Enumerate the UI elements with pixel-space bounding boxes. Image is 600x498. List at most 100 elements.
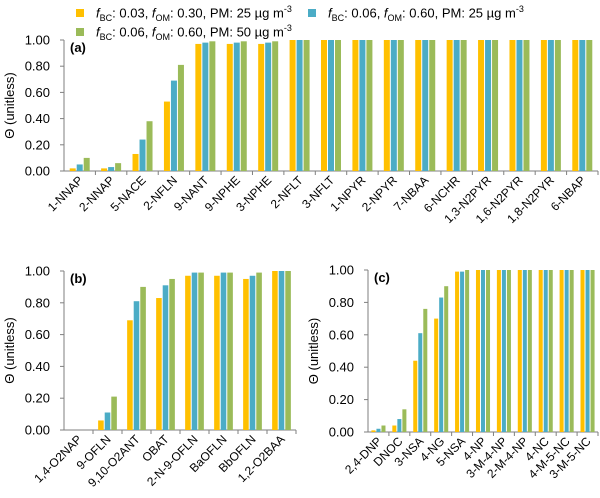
legend-om-value: 0.30 [177, 5, 203, 21]
bar-BaOFLN-series-3 [227, 272, 233, 430]
panel-label: (a) [70, 40, 86, 55]
bar-6-NBAP-series-1 [572, 40, 579, 171]
legend-unit: µg m [254, 5, 284, 21]
bar-6-NBAP-series-2 [579, 40, 586, 171]
bar-4-NC-series-1 [538, 270, 543, 432]
bar-9-NPHE-series-3 [240, 41, 247, 172]
bar-3-NFLT-series-3 [335, 40, 341, 171]
y-tick-label: 0.40 [25, 111, 50, 126]
bar-2,4-DNP-series-1 [371, 430, 376, 432]
bar-2-N-9-OFLN-series-3 [198, 272, 204, 430]
panel-label: (c) [374, 270, 390, 285]
chart-panel-a: 0.000.200.400.600.801.00Θ (unitless)(a)1… [2, 33, 599, 226]
bar-2-N-9-OFLN-series-2 [191, 272, 198, 430]
legend-unit: µg m [254, 24, 284, 40]
bar-1,2-O2BAA-series-3 [285, 271, 291, 430]
chart-panel-c: 0.000.200.400.600.801.00Θ (unitless)(c)2… [306, 263, 599, 481]
bar-6-NCHR-series-3 [460, 40, 467, 171]
bar-5-NSA-series-1 [455, 271, 460, 432]
y-tick-label: 0.60 [25, 327, 50, 342]
x-tick-label: 5-NACE [108, 173, 149, 214]
bar-4-M-5-NC-series-2 [564, 270, 569, 432]
bar-3-M-4-NP-series-2 [501, 270, 506, 432]
bar-4-NP-series-2 [480, 270, 486, 432]
bar-OBAT-series-1 [156, 298, 162, 430]
legend-pm-value: 50 [236, 24, 252, 40]
bar-5-NACE-series-3 [146, 121, 153, 171]
legend-pm-value: 25 [236, 5, 252, 21]
bar-4-M-5-NC-series-3 [569, 270, 574, 432]
y-tick-label: 0.20 [25, 391, 50, 406]
bar-6-NBAP-series-3 [586, 40, 593, 171]
legend-bc-value: 0.06 [351, 5, 377, 21]
y-tick-label: 0.00 [25, 164, 50, 179]
y-axis-title: Θ (unitless) [2, 317, 17, 383]
y-tick-label: 1.00 [329, 263, 354, 278]
bar-DNOC-series-2 [397, 419, 402, 432]
bar-2-N-9-OFLN-series-1 [185, 275, 191, 430]
bar-2-NPYR-series-1 [383, 40, 390, 171]
bar-5-NSA-series-2 [460, 271, 465, 432]
bar-2-NFLT-series-1 [289, 40, 296, 171]
legend-item-series-1: fBC: 0.03, fOM: 0.30, PM: 25 µg m-3 [76, 1, 292, 26]
bar-BbOFLN-series-3 [256, 272, 262, 430]
bar-2-NPYR-series-2 [390, 40, 397, 171]
bar-BbOFLN-series-2 [249, 275, 256, 430]
bar-1-NNAP-series-1 [69, 168, 76, 171]
bar-7-NBAA-series-1 [415, 40, 422, 171]
bar-2-NFLN-series-3 [177, 64, 184, 171]
bar-2-M-4-NP-series-2 [522, 270, 527, 432]
bar-1-NPYR-series-2 [359, 40, 366, 171]
bar-3-M-4-NP-series-1 [496, 270, 501, 432]
bar-1-NNAP-series-2 [76, 164, 83, 171]
bar-4-NP-series-3 [486, 270, 491, 432]
y-tick-label: 0.00 [329, 425, 354, 440]
bar-4-NP-series-1 [475, 270, 480, 432]
bar-BaOFLN-series-1 [214, 275, 220, 430]
legend-pm-label: PM [209, 24, 230, 40]
bar-2-NFLN-series-1 [163, 101, 170, 171]
bar-9-OFLN-series-2 [104, 412, 111, 430]
bar-2,4-DNP-series-3 [381, 425, 386, 432]
bar-BaOFLN-series-2 [220, 272, 227, 430]
bar-9,10-O2ANT-series-2 [133, 301, 140, 430]
legend-item-series-2: fBC: 0.06, fOM: 0.60, PM: 25 µg m-3 [308, 1, 524, 26]
bar-1,6-N2PYR-series-2 [516, 40, 523, 171]
bar-9-NPHE-series-1 [226, 43, 233, 171]
bar-1,3-N2PYR-series-2 [485, 40, 492, 171]
chart-legend: fBC: 0.03, fOM: 0.30, PM: 25 µg m-3 fBC:… [0, 0, 600, 42]
bar-3-M-5-NC-series-1 [580, 270, 585, 432]
bar-3-M-4-NP-series-3 [506, 270, 511, 432]
bar-2-NNAP-series-2 [108, 167, 115, 171]
legend-sub-bc: BC [99, 31, 113, 42]
bar-6-NCHR-series-1 [446, 40, 453, 171]
legend-item-series-3: fBC: 0.06, fOM: 0.60, PM: 50 µg m-3 [76, 20, 292, 45]
bar-4-NG-series-3 [444, 286, 449, 432]
y-tick-label: 0.00 [25, 423, 50, 438]
y-tick-label: 1.00 [25, 264, 50, 279]
bar-4-NC-series-3 [548, 270, 553, 432]
bar-3-NSA-series-1 [413, 360, 418, 432]
bar-3-NPHE-series-3 [272, 41, 279, 172]
bar-7-NBAA-series-3 [429, 40, 436, 171]
y-tick-label: 0.40 [329, 360, 354, 375]
bar-4-NC-series-2 [543, 270, 548, 432]
bar-DNOC-series-3 [402, 409, 407, 432]
bar-1,8-N2PYR-series-3 [554, 40, 561, 171]
bar-9-NANT-series-3 [209, 41, 216, 172]
y-tick-label: 1.00 [25, 33, 50, 48]
bar-4-NG-series-2 [439, 297, 444, 432]
bar-2-NPYR-series-3 [397, 40, 404, 171]
bar-1,3-N2PYR-series-1 [478, 40, 485, 171]
bar-1-NPYR-series-3 [366, 40, 373, 171]
legend-om-value: 0.60 [409, 5, 435, 21]
y-tick-label: 0.60 [25, 85, 50, 100]
bar-1-NNAP-series-3 [83, 157, 90, 171]
legend-f: f [96, 24, 100, 40]
legend-unit-exp: -3 [515, 4, 524, 14]
bar-3-NPHE-series-1 [258, 43, 265, 171]
legend-pm-label: PM [441, 5, 462, 21]
y-tick-label: 0.80 [25, 59, 50, 74]
bar-7-NBAA-series-2 [422, 40, 429, 171]
